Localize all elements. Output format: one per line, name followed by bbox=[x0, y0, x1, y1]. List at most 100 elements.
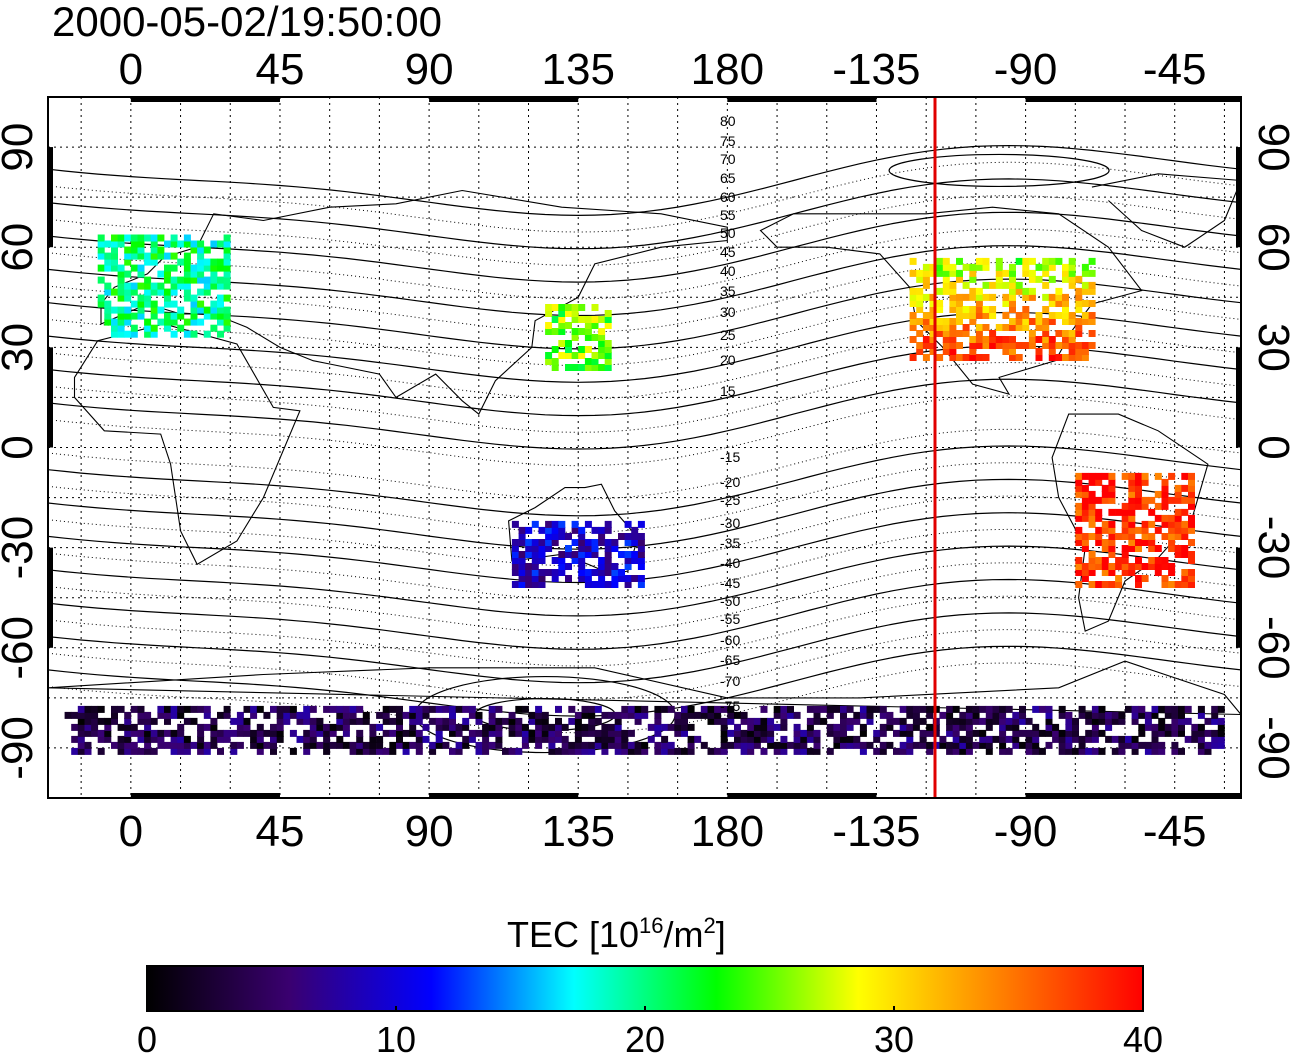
tec-cell bbox=[1048, 275, 1056, 283]
tec-cell bbox=[1154, 526, 1162, 534]
tec-cell bbox=[1035, 354, 1043, 361]
tec-cell bbox=[342, 717, 350, 725]
tec-cell bbox=[1144, 711, 1152, 719]
tec-cell bbox=[1045, 711, 1053, 719]
tec-cell bbox=[720, 735, 728, 743]
tec-cell bbox=[806, 735, 814, 743]
tec-cell bbox=[525, 539, 533, 546]
tec-cell bbox=[631, 539, 639, 546]
tec-cell bbox=[1168, 520, 1176, 528]
tec-cell bbox=[164, 276, 171, 284]
tec-cell bbox=[1188, 551, 1195, 558]
tec-cell bbox=[250, 729, 258, 737]
tec-cell bbox=[150, 252, 158, 260]
tec-cell bbox=[1088, 502, 1096, 510]
colorbar-tick-label: 40 bbox=[1123, 1019, 1163, 1057]
tec-cell bbox=[1154, 472, 1162, 480]
tec-cell bbox=[1138, 711, 1146, 719]
tec-cell bbox=[641, 705, 649, 713]
tec-cell bbox=[210, 741, 218, 749]
tec-cell bbox=[753, 735, 761, 743]
tec-cell bbox=[995, 324, 1003, 331]
tec-cell bbox=[91, 729, 99, 737]
tec-cell bbox=[276, 723, 284, 731]
tec-cell bbox=[197, 270, 205, 278]
tec-cell bbox=[813, 747, 821, 755]
tec-cell bbox=[846, 705, 854, 713]
tec-cell bbox=[144, 330, 152, 338]
tec-cell bbox=[323, 723, 331, 731]
tec-cell bbox=[1181, 569, 1189, 576]
tec-cell bbox=[611, 575, 619, 582]
tec-cell bbox=[916, 318, 924, 325]
tec-cell bbox=[1141, 478, 1149, 486]
tec-cell bbox=[223, 306, 231, 314]
tec-cell bbox=[256, 735, 264, 743]
tec-cell bbox=[442, 705, 450, 713]
tec-cell bbox=[1058, 729, 1066, 737]
tec-cell bbox=[1141, 520, 1149, 528]
tec-cell bbox=[840, 735, 847, 743]
tec-cell bbox=[999, 723, 1007, 731]
tec-cell bbox=[396, 723, 403, 731]
frame-bar-left bbox=[47, 547, 53, 648]
tec-cell bbox=[236, 723, 244, 731]
tec-cell bbox=[1085, 717, 1093, 725]
tec-cell bbox=[309, 729, 317, 737]
tec-cell bbox=[1098, 711, 1106, 719]
tec-cell bbox=[598, 316, 606, 323]
tec-cell bbox=[1181, 508, 1189, 516]
tec-cell bbox=[190, 318, 198, 326]
frame-bar-right bbox=[1236, 547, 1242, 648]
tec-cell bbox=[525, 551, 533, 558]
tec-cell bbox=[1088, 557, 1096, 564]
tec-cell bbox=[1068, 281, 1076, 289]
tec-cell bbox=[1164, 711, 1172, 719]
tec-cell bbox=[1174, 551, 1182, 558]
tec-cell bbox=[753, 723, 761, 731]
tec-cell bbox=[574, 723, 582, 731]
tec-cell bbox=[190, 276, 198, 284]
tec-cell bbox=[475, 741, 483, 749]
contour-label: 45 bbox=[720, 244, 736, 260]
tec-cell bbox=[1131, 711, 1139, 719]
tec-cell bbox=[734, 723, 741, 731]
tec-cell bbox=[565, 304, 572, 311]
tec-cell bbox=[578, 352, 586, 359]
tec-cell bbox=[621, 741, 629, 749]
tec-cell bbox=[223, 258, 231, 266]
tec-cell bbox=[760, 735, 768, 743]
tec-cell bbox=[518, 526, 526, 534]
tec-cell bbox=[584, 551, 592, 558]
tec-cell bbox=[210, 717, 218, 725]
tec-cell bbox=[323, 741, 331, 749]
contour-line bbox=[48, 178, 1241, 250]
tec-cell bbox=[654, 747, 662, 755]
tec-cell bbox=[627, 705, 635, 713]
tec-cell bbox=[833, 729, 841, 737]
tec-cell bbox=[531, 581, 539, 588]
tec-cell bbox=[1042, 324, 1050, 331]
tec-cell bbox=[591, 304, 599, 311]
tec-cell bbox=[604, 569, 612, 576]
tec-cell bbox=[637, 520, 645, 528]
tec-cell bbox=[389, 747, 397, 755]
tec-cell bbox=[197, 723, 205, 731]
tec-cell bbox=[488, 729, 496, 737]
tec-cell bbox=[922, 318, 930, 325]
tec-cell bbox=[511, 569, 519, 576]
tec-cell bbox=[618, 569, 625, 576]
tec-cell bbox=[130, 705, 138, 713]
tec-cell bbox=[117, 264, 125, 272]
tec-cell bbox=[511, 557, 519, 564]
tec-cell bbox=[959, 747, 967, 755]
tec-cell bbox=[985, 705, 993, 713]
tec-cell bbox=[551, 575, 559, 582]
tec-cell bbox=[270, 747, 277, 755]
tec-cell bbox=[263, 729, 271, 737]
tec-cell bbox=[975, 324, 983, 331]
tec-cell bbox=[929, 318, 937, 325]
tec-cell bbox=[952, 705, 960, 713]
tec-cell bbox=[1178, 717, 1185, 725]
tec-cell bbox=[1012, 717, 1020, 725]
